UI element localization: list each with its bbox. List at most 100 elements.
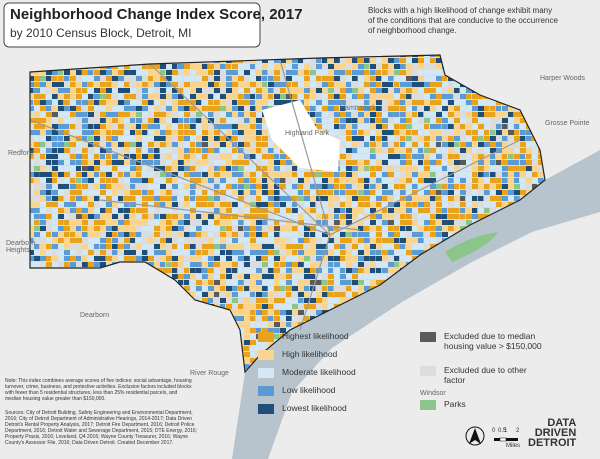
block bbox=[166, 106, 173, 111]
block bbox=[184, 262, 190, 267]
block bbox=[262, 244, 269, 249]
block bbox=[220, 148, 226, 153]
block bbox=[172, 184, 179, 189]
block bbox=[190, 154, 196, 159]
block bbox=[262, 160, 269, 165]
block bbox=[412, 82, 419, 87]
block bbox=[136, 232, 142, 237]
block bbox=[370, 106, 377, 111]
north-circle bbox=[465, 426, 485, 446]
block bbox=[94, 130, 101, 135]
block bbox=[232, 166, 239, 171]
block bbox=[394, 82, 400, 87]
block bbox=[148, 76, 154, 81]
block bbox=[490, 64, 496, 69]
block bbox=[538, 238, 545, 243]
block bbox=[292, 256, 299, 261]
block bbox=[256, 250, 263, 255]
block bbox=[406, 208, 413, 213]
block bbox=[160, 310, 166, 315]
block bbox=[388, 100, 395, 105]
block bbox=[148, 304, 154, 309]
block bbox=[76, 70, 82, 75]
block bbox=[460, 190, 467, 195]
block bbox=[202, 88, 208, 93]
block bbox=[160, 304, 166, 309]
block bbox=[184, 226, 190, 231]
block bbox=[208, 172, 215, 177]
block bbox=[124, 178, 131, 183]
block bbox=[520, 160, 527, 165]
block bbox=[250, 232, 256, 237]
block bbox=[262, 106, 269, 111]
block bbox=[292, 178, 298, 183]
block bbox=[40, 316, 46, 321]
block bbox=[160, 124, 167, 129]
block bbox=[160, 214, 167, 219]
block bbox=[520, 358, 526, 363]
block bbox=[532, 64, 538, 69]
block bbox=[376, 166, 383, 171]
block bbox=[250, 178, 257, 183]
block bbox=[166, 286, 172, 291]
block bbox=[70, 136, 77, 141]
block bbox=[58, 316, 64, 321]
block bbox=[484, 100, 491, 105]
block bbox=[100, 340, 106, 345]
block bbox=[520, 94, 527, 99]
block bbox=[436, 64, 442, 69]
block bbox=[388, 220, 395, 225]
block bbox=[130, 280, 137, 285]
block bbox=[358, 202, 364, 207]
block bbox=[478, 64, 485, 69]
block bbox=[508, 100, 515, 105]
block bbox=[100, 292, 107, 297]
block bbox=[340, 106, 346, 111]
block bbox=[280, 274, 287, 279]
block bbox=[40, 232, 46, 237]
block bbox=[442, 178, 448, 183]
block bbox=[448, 166, 455, 171]
block bbox=[286, 196, 292, 201]
block bbox=[88, 196, 94, 201]
block bbox=[226, 172, 232, 177]
block bbox=[154, 136, 161, 141]
block bbox=[40, 328, 47, 333]
block bbox=[262, 88, 269, 93]
block bbox=[544, 274, 545, 279]
block bbox=[184, 346, 191, 351]
block bbox=[220, 76, 227, 81]
block bbox=[214, 94, 220, 99]
block bbox=[274, 64, 281, 69]
block bbox=[490, 322, 497, 327]
block bbox=[196, 64, 203, 69]
block bbox=[136, 124, 142, 129]
block bbox=[304, 70, 310, 75]
block bbox=[208, 166, 214, 171]
block bbox=[310, 55, 316, 57]
block bbox=[34, 322, 41, 327]
block bbox=[466, 118, 472, 123]
block bbox=[94, 262, 101, 267]
block bbox=[484, 292, 490, 297]
block bbox=[310, 178, 317, 183]
block bbox=[178, 244, 185, 249]
block bbox=[184, 172, 191, 177]
block bbox=[280, 76, 286, 81]
block bbox=[322, 82, 329, 87]
block bbox=[112, 280, 119, 285]
block bbox=[268, 226, 275, 231]
block bbox=[46, 208, 52, 213]
block bbox=[370, 208, 377, 213]
block bbox=[274, 238, 281, 243]
block bbox=[502, 94, 508, 99]
block bbox=[304, 184, 311, 189]
block bbox=[30, 160, 34, 165]
block bbox=[322, 226, 328, 231]
block bbox=[406, 334, 413, 339]
block bbox=[442, 82, 449, 87]
block bbox=[334, 76, 341, 81]
block bbox=[538, 106, 544, 111]
block bbox=[274, 310, 280, 315]
block bbox=[178, 106, 185, 111]
